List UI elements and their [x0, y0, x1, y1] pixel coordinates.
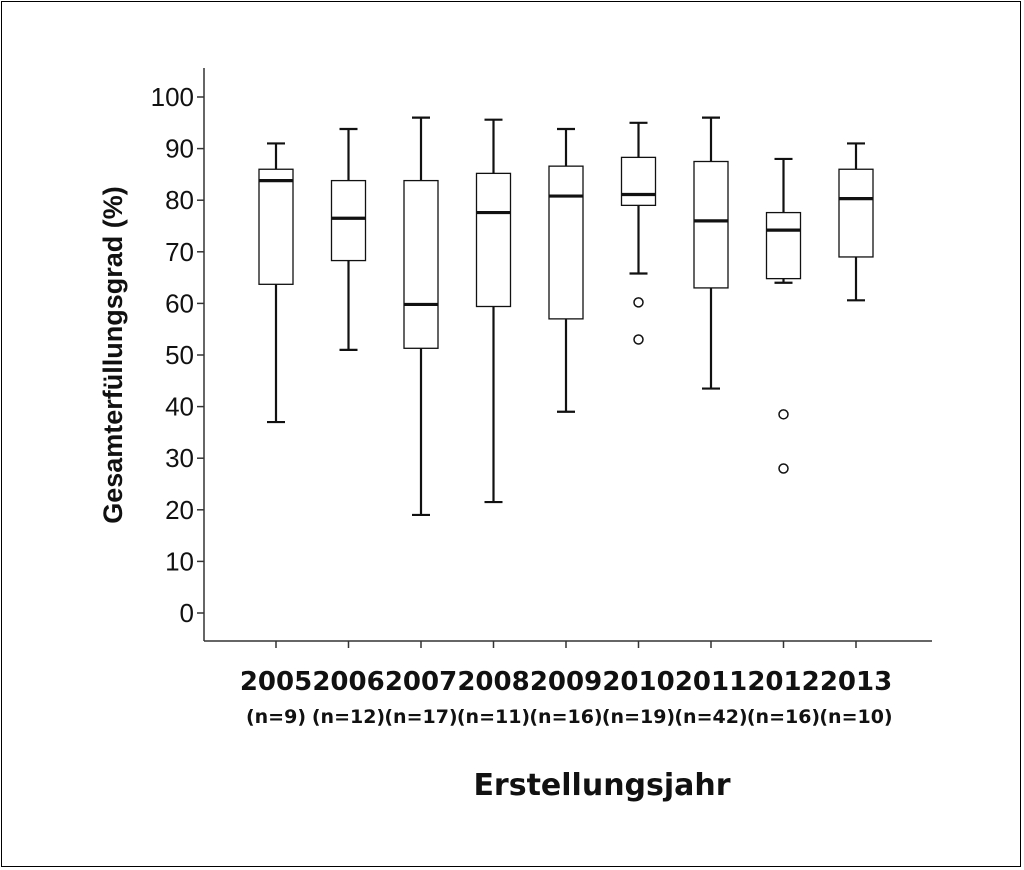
box-2006	[330, 127, 367, 351]
y-tick-label: 0	[180, 598, 194, 628]
x-tick-label: 2013	[820, 667, 892, 697]
x-tick-label: 2005	[240, 667, 312, 697]
y-tick-label: 80	[165, 185, 194, 215]
outlier-point	[778, 409, 789, 420]
x-axis-label: Erstellungsjahr	[473, 768, 730, 803]
box-2012	[765, 157, 802, 474]
outlier-point	[778, 463, 789, 474]
box-iqr	[403, 179, 439, 349]
boxes	[258, 116, 874, 517]
sample-size-label: (n=16)	[747, 706, 820, 728]
box-iqr	[475, 172, 512, 308]
sample-size-label: (n=16)	[529, 706, 602, 728]
box-iqr	[548, 165, 584, 320]
x-tick-label: 2009	[530, 667, 602, 697]
y-tick-label: 60	[165, 288, 194, 318]
y-tick-label: 70	[165, 237, 194, 267]
box-iqr	[693, 160, 729, 289]
x-tick-label: 2011	[675, 667, 747, 697]
x-tick-label: 2012	[747, 667, 819, 697]
box-2008	[475, 118, 512, 504]
box-2005	[258, 142, 294, 424]
y-tick-label: 50	[165, 340, 194, 370]
y-tick-label: 90	[165, 134, 194, 164]
y-tick-label: 100	[151, 82, 194, 112]
x-tick-label: 2007	[385, 667, 457, 697]
box-iqr	[765, 211, 802, 280]
y-axis-label: Gesamterfüllungsgrad (%)	[98, 186, 128, 524]
box-2009	[548, 127, 584, 413]
box-2011	[693, 116, 729, 390]
box-2013	[838, 142, 874, 302]
sample-size-label: (n=19)	[602, 706, 675, 728]
x-tick-label: 2010	[602, 667, 674, 697]
y-tick-label: 10	[165, 546, 194, 576]
y-tick-label: 30	[165, 443, 194, 473]
sample-size-label: (n=17)	[384, 706, 457, 728]
y-tick-label: 20	[165, 495, 194, 525]
box-iqr	[838, 168, 874, 258]
box-2007	[403, 116, 439, 517]
x-tick-label: 2006	[312, 667, 384, 697]
box-2010	[620, 121, 657, 345]
outlier-point	[633, 297, 644, 308]
y-tick-label: 40	[165, 392, 194, 422]
box-iqr	[258, 168, 294, 285]
sample-size-label: (n=10)	[819, 706, 892, 728]
box-iqr	[620, 156, 657, 207]
sample-size-label: (n=12)	[312, 706, 385, 728]
sample-size-label: (n=42)	[674, 706, 747, 728]
box-iqr	[330, 179, 367, 262]
sample-size-label: (n=9)	[246, 706, 306, 728]
sample-size-label: (n=11)	[457, 706, 530, 728]
outlier-point	[633, 334, 644, 345]
axes: 0 10 20 30 40 50 60 70 80 90 100 2005 (n=9) 2006 (n=12…	[151, 68, 932, 728]
x-tick-label: 2008	[457, 667, 529, 697]
